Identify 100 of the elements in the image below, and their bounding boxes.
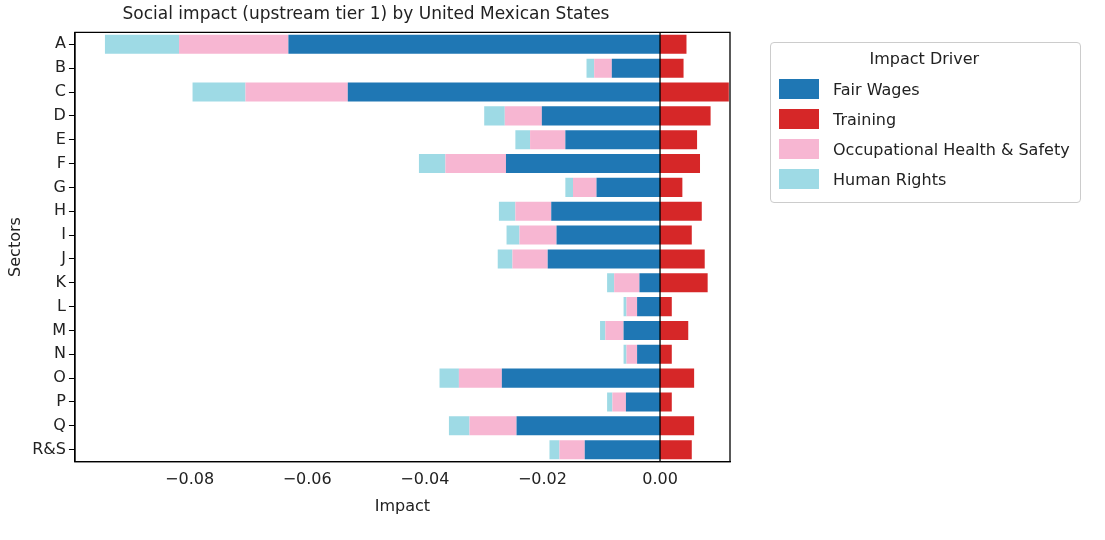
bar [623, 344, 627, 364]
bar [515, 130, 531, 150]
bar [612, 392, 626, 412]
x-tick-label: −0.04 [400, 469, 450, 489]
bar [605, 320, 624, 340]
y-tick-label: R&S [32, 438, 66, 458]
bar [565, 130, 661, 150]
bar [547, 249, 661, 269]
bar [660, 249, 705, 269]
legend-label: Occupational Health & Safety [833, 139, 1070, 159]
y-tick-label: J [60, 248, 66, 268]
x-axis-title: Impact [374, 495, 431, 515]
bar [660, 344, 672, 364]
bar [516, 416, 661, 436]
x-tick-label: −0.02 [517, 469, 567, 489]
bar [660, 225, 692, 245]
bar [660, 273, 708, 293]
bar [515, 201, 552, 221]
bar [504, 106, 542, 126]
bar [660, 392, 672, 412]
y-tick-label: C [54, 81, 66, 101]
bar [573, 177, 597, 197]
bar [484, 106, 505, 126]
chart-title: Social impact (upstream tier 1) by United Mexican States [122, 2, 610, 23]
bar [469, 416, 517, 436]
bar [623, 297, 627, 317]
bar [541, 106, 661, 126]
bar [347, 82, 661, 102]
bar [559, 440, 585, 460]
bar [607, 273, 615, 293]
bar [501, 368, 661, 388]
bar [458, 368, 502, 388]
bar [519, 225, 557, 245]
bar [626, 297, 638, 317]
bar [660, 297, 672, 317]
bar [660, 130, 698, 150]
bar [448, 416, 470, 436]
bar [565, 177, 573, 197]
legend-label: Fair Wages [833, 79, 920, 99]
bar [660, 82, 729, 102]
y-tick-label: E [55, 128, 66, 148]
y-tick-label: F [56, 152, 66, 172]
bar [639, 273, 661, 293]
bar [660, 58, 684, 78]
bar [660, 440, 692, 460]
bar [596, 177, 661, 197]
bar [512, 249, 548, 269]
bar [179, 34, 289, 54]
bar [245, 82, 348, 102]
bar [498, 201, 516, 221]
y-tick-label: H [53, 200, 66, 220]
bar [551, 201, 661, 221]
bar [660, 201, 702, 221]
bar [660, 154, 701, 174]
bar [623, 320, 661, 340]
y-tick-label: K [55, 271, 67, 291]
bar [505, 154, 661, 174]
bar [611, 58, 661, 78]
bar [660, 416, 695, 436]
x-tick-label: −0.06 [282, 469, 332, 489]
bar [614, 273, 640, 293]
bar [660, 320, 689, 340]
x-tick-label: −0.08 [165, 469, 215, 489]
bar [288, 34, 661, 54]
bar [607, 392, 613, 412]
y-tick-label: I [61, 224, 66, 244]
y-tick-label: O [53, 367, 66, 387]
y-tick-label: B [54, 57, 66, 77]
y-tick-label: L [57, 295, 67, 315]
bar [600, 320, 606, 340]
bar [586, 58, 595, 78]
bar [506, 225, 520, 245]
legend-label: Training [833, 109, 897, 129]
bar [660, 177, 683, 197]
bar [584, 440, 661, 460]
bar [594, 58, 612, 78]
bar [625, 392, 661, 412]
bar [626, 344, 638, 364]
y-tick-label: N [53, 343, 66, 363]
y-tick-label: A [55, 33, 66, 53]
legend-label: Human Rights [833, 169, 947, 189]
bar [637, 344, 661, 364]
bar [660, 368, 695, 388]
legend-title: Impact Driver [868, 49, 981, 68]
bar [445, 154, 506, 174]
bar [104, 34, 180, 54]
bar [660, 34, 687, 54]
bar [497, 249, 513, 269]
bar [439, 368, 459, 388]
y-tick-label: Q [53, 414, 66, 434]
x-tick-label: 0.00 [642, 469, 678, 489]
y-tick-label: P [56, 391, 67, 411]
bar [192, 82, 246, 102]
bar [418, 154, 446, 174]
bar [530, 130, 566, 150]
bar [556, 225, 661, 245]
bar [637, 297, 661, 317]
y-tick-label: G [53, 176, 66, 196]
y-tick-label: D [53, 105, 66, 125]
y-axis-title: Sectors [4, 217, 24, 277]
